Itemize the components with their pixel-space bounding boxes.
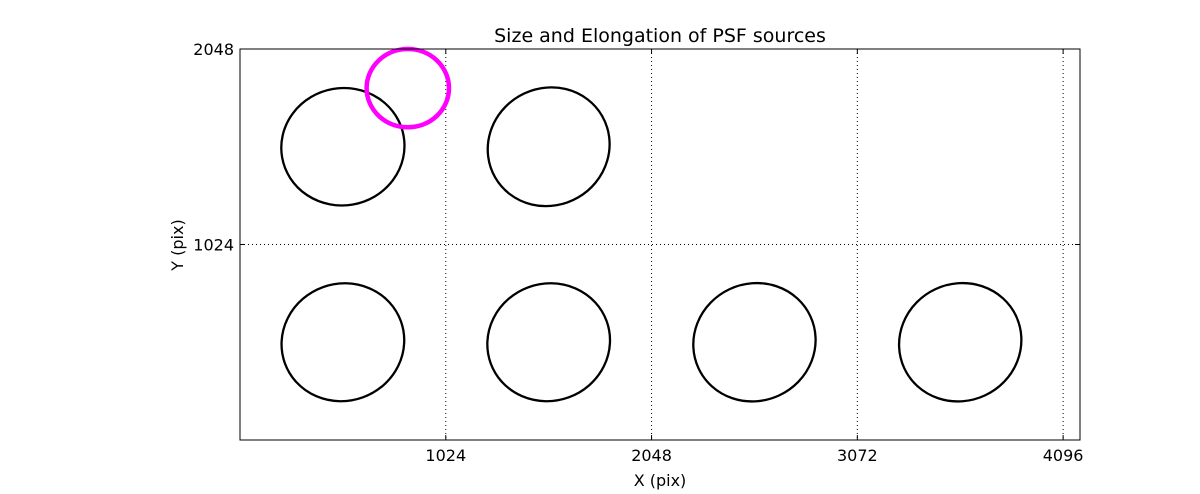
x-tick-label: 3072: [837, 446, 878, 465]
x-tick-label: 2048: [631, 446, 672, 465]
x-tick-label: 1024: [425, 446, 466, 465]
reference-circle-group: [364, 46, 452, 130]
psf-source-ellipse: [280, 86, 406, 207]
psf-sources: [280, 86, 1023, 403]
psf-source-ellipse: [692, 281, 817, 403]
chart-title: Size and Elongation of PSF sources: [494, 25, 826, 47]
x-tick-label: 4096: [1043, 446, 1084, 465]
psf-source-ellipse: [486, 86, 611, 208]
psf-source-ellipse: [280, 282, 406, 403]
grid-lines: [240, 48, 1080, 440]
y-tick-label: 1024: [193, 236, 234, 255]
psf-source-ellipse: [897, 281, 1023, 403]
reference-circle: [364, 46, 452, 130]
y-axis-label: Y (pix): [168, 219, 187, 271]
x-axis-label: X (pix): [634, 471, 687, 490]
psf-source-ellipse: [486, 282, 612, 403]
y-tick-label: 2048: [193, 40, 234, 59]
axis-ticks: 1024 2048 3072 4096 1024 2048: [193, 40, 1083, 465]
